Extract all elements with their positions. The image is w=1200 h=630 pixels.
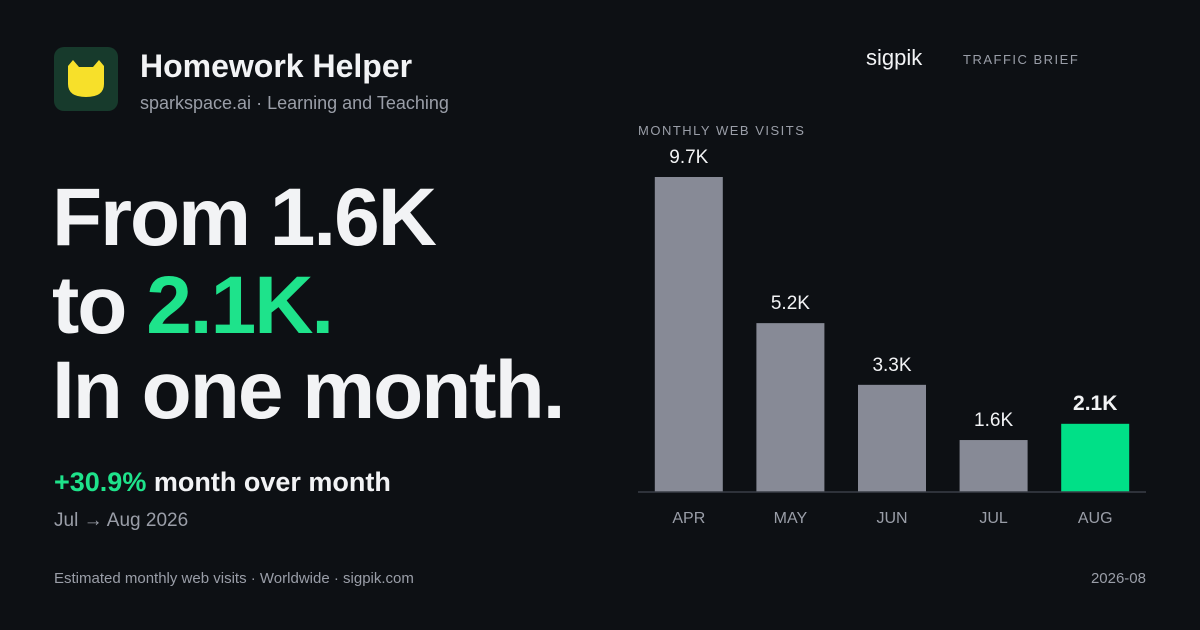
tag: TRAFFIC BRIEF	[963, 52, 1079, 67]
headline-value: 2.1K.	[146, 260, 332, 351]
domain: sparkspace.ai	[140, 93, 251, 113]
footer-date: 2026-08	[1091, 570, 1146, 587]
source: Estimated monthly web visits	[54, 570, 247, 587]
change-value: +30.9%	[54, 467, 146, 497]
app-subtitle: sparkspace.ai · Learning and Teaching	[140, 93, 449, 113]
headline-line: to 2.1K.	[52, 260, 332, 351]
x-tick-label: APR	[672, 510, 705, 527]
value-label: 9.7K	[669, 147, 708, 168]
chart-title: MONTHLY WEB VISITS	[638, 123, 805, 138]
bar	[1061, 423, 1130, 492]
headline-line: From 1.6K	[52, 172, 437, 263]
footer-source: Estimated monthly web visits · Worldwide…	[54, 570, 414, 587]
value-label: 2.1K	[1073, 392, 1117, 415]
period: Jul → Aug 2026	[54, 510, 188, 531]
x-tick-label: JUL	[979, 510, 1008, 527]
app-title: Homework Helper	[140, 48, 412, 84]
chart: 9.7K APR 5.2K MAY 3.3K JUN 1.6K JUL 2.1K AUG	[654, 147, 1130, 527]
change-text: month over month	[154, 467, 391, 497]
bar	[654, 177, 723, 492]
change: +30.9% month over month	[54, 467, 391, 497]
x-tick-label: AUG	[1078, 510, 1113, 527]
value-label: 1.6K	[974, 410, 1013, 431]
logo: sigpik	[866, 45, 923, 70]
x-tick-label: MAY	[774, 510, 808, 527]
region: Worldwide	[260, 570, 330, 587]
separator: ·	[251, 93, 267, 113]
bar	[756, 323, 825, 492]
value-label: 3.3K	[872, 355, 911, 376]
x-tick-label: JUN	[876, 510, 907, 527]
bar	[858, 384, 926, 492]
bar	[959, 440, 1028, 492]
headline-line: In one month.	[52, 345, 563, 436]
headline-prefix: to	[52, 260, 125, 351]
value-label: 5.2K	[771, 293, 810, 314]
site: sigpik.com	[343, 570, 414, 587]
category: Learning and Teaching	[267, 93, 449, 113]
app-icon	[54, 47, 118, 111]
